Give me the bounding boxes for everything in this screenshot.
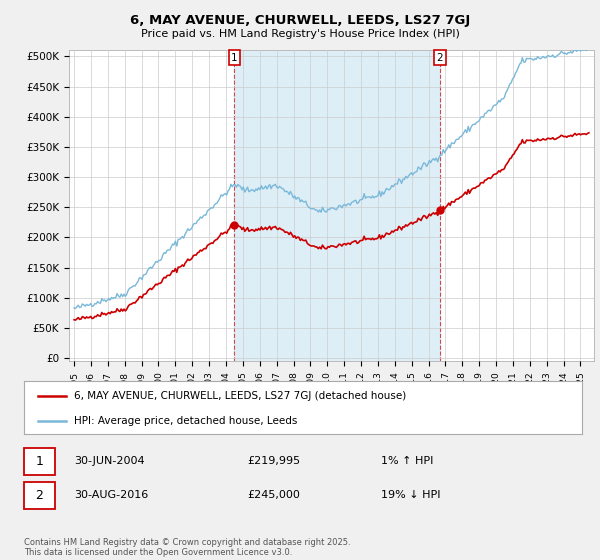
Text: 6, MAY AVENUE, CHURWELL, LEEDS, LS27 7GJ: 6, MAY AVENUE, CHURWELL, LEEDS, LS27 7GJ xyxy=(130,14,470,27)
Text: 1% ↑ HPI: 1% ↑ HPI xyxy=(381,456,433,466)
Text: 1: 1 xyxy=(231,53,238,63)
Text: 2: 2 xyxy=(35,489,43,502)
FancyBboxPatch shape xyxy=(24,448,55,475)
Text: £245,000: £245,000 xyxy=(247,491,300,501)
Text: 19% ↓ HPI: 19% ↓ HPI xyxy=(381,491,440,501)
FancyBboxPatch shape xyxy=(24,482,55,509)
Text: 30-JUN-2004: 30-JUN-2004 xyxy=(74,456,145,466)
Text: 2: 2 xyxy=(437,53,443,63)
Text: 6, MAY AVENUE, CHURWELL, LEEDS, LS27 7GJ (detached house): 6, MAY AVENUE, CHURWELL, LEEDS, LS27 7GJ… xyxy=(74,391,406,401)
Text: 30-AUG-2016: 30-AUG-2016 xyxy=(74,491,148,501)
Text: 1: 1 xyxy=(35,455,43,468)
Text: Contains HM Land Registry data © Crown copyright and database right 2025.
This d: Contains HM Land Registry data © Crown c… xyxy=(24,538,350,557)
Text: HPI: Average price, detached house, Leeds: HPI: Average price, detached house, Leed… xyxy=(74,416,298,426)
Bar xyxy=(235,50,440,361)
Text: £219,995: £219,995 xyxy=(247,456,301,466)
Text: Price paid vs. HM Land Registry's House Price Index (HPI): Price paid vs. HM Land Registry's House … xyxy=(140,29,460,39)
